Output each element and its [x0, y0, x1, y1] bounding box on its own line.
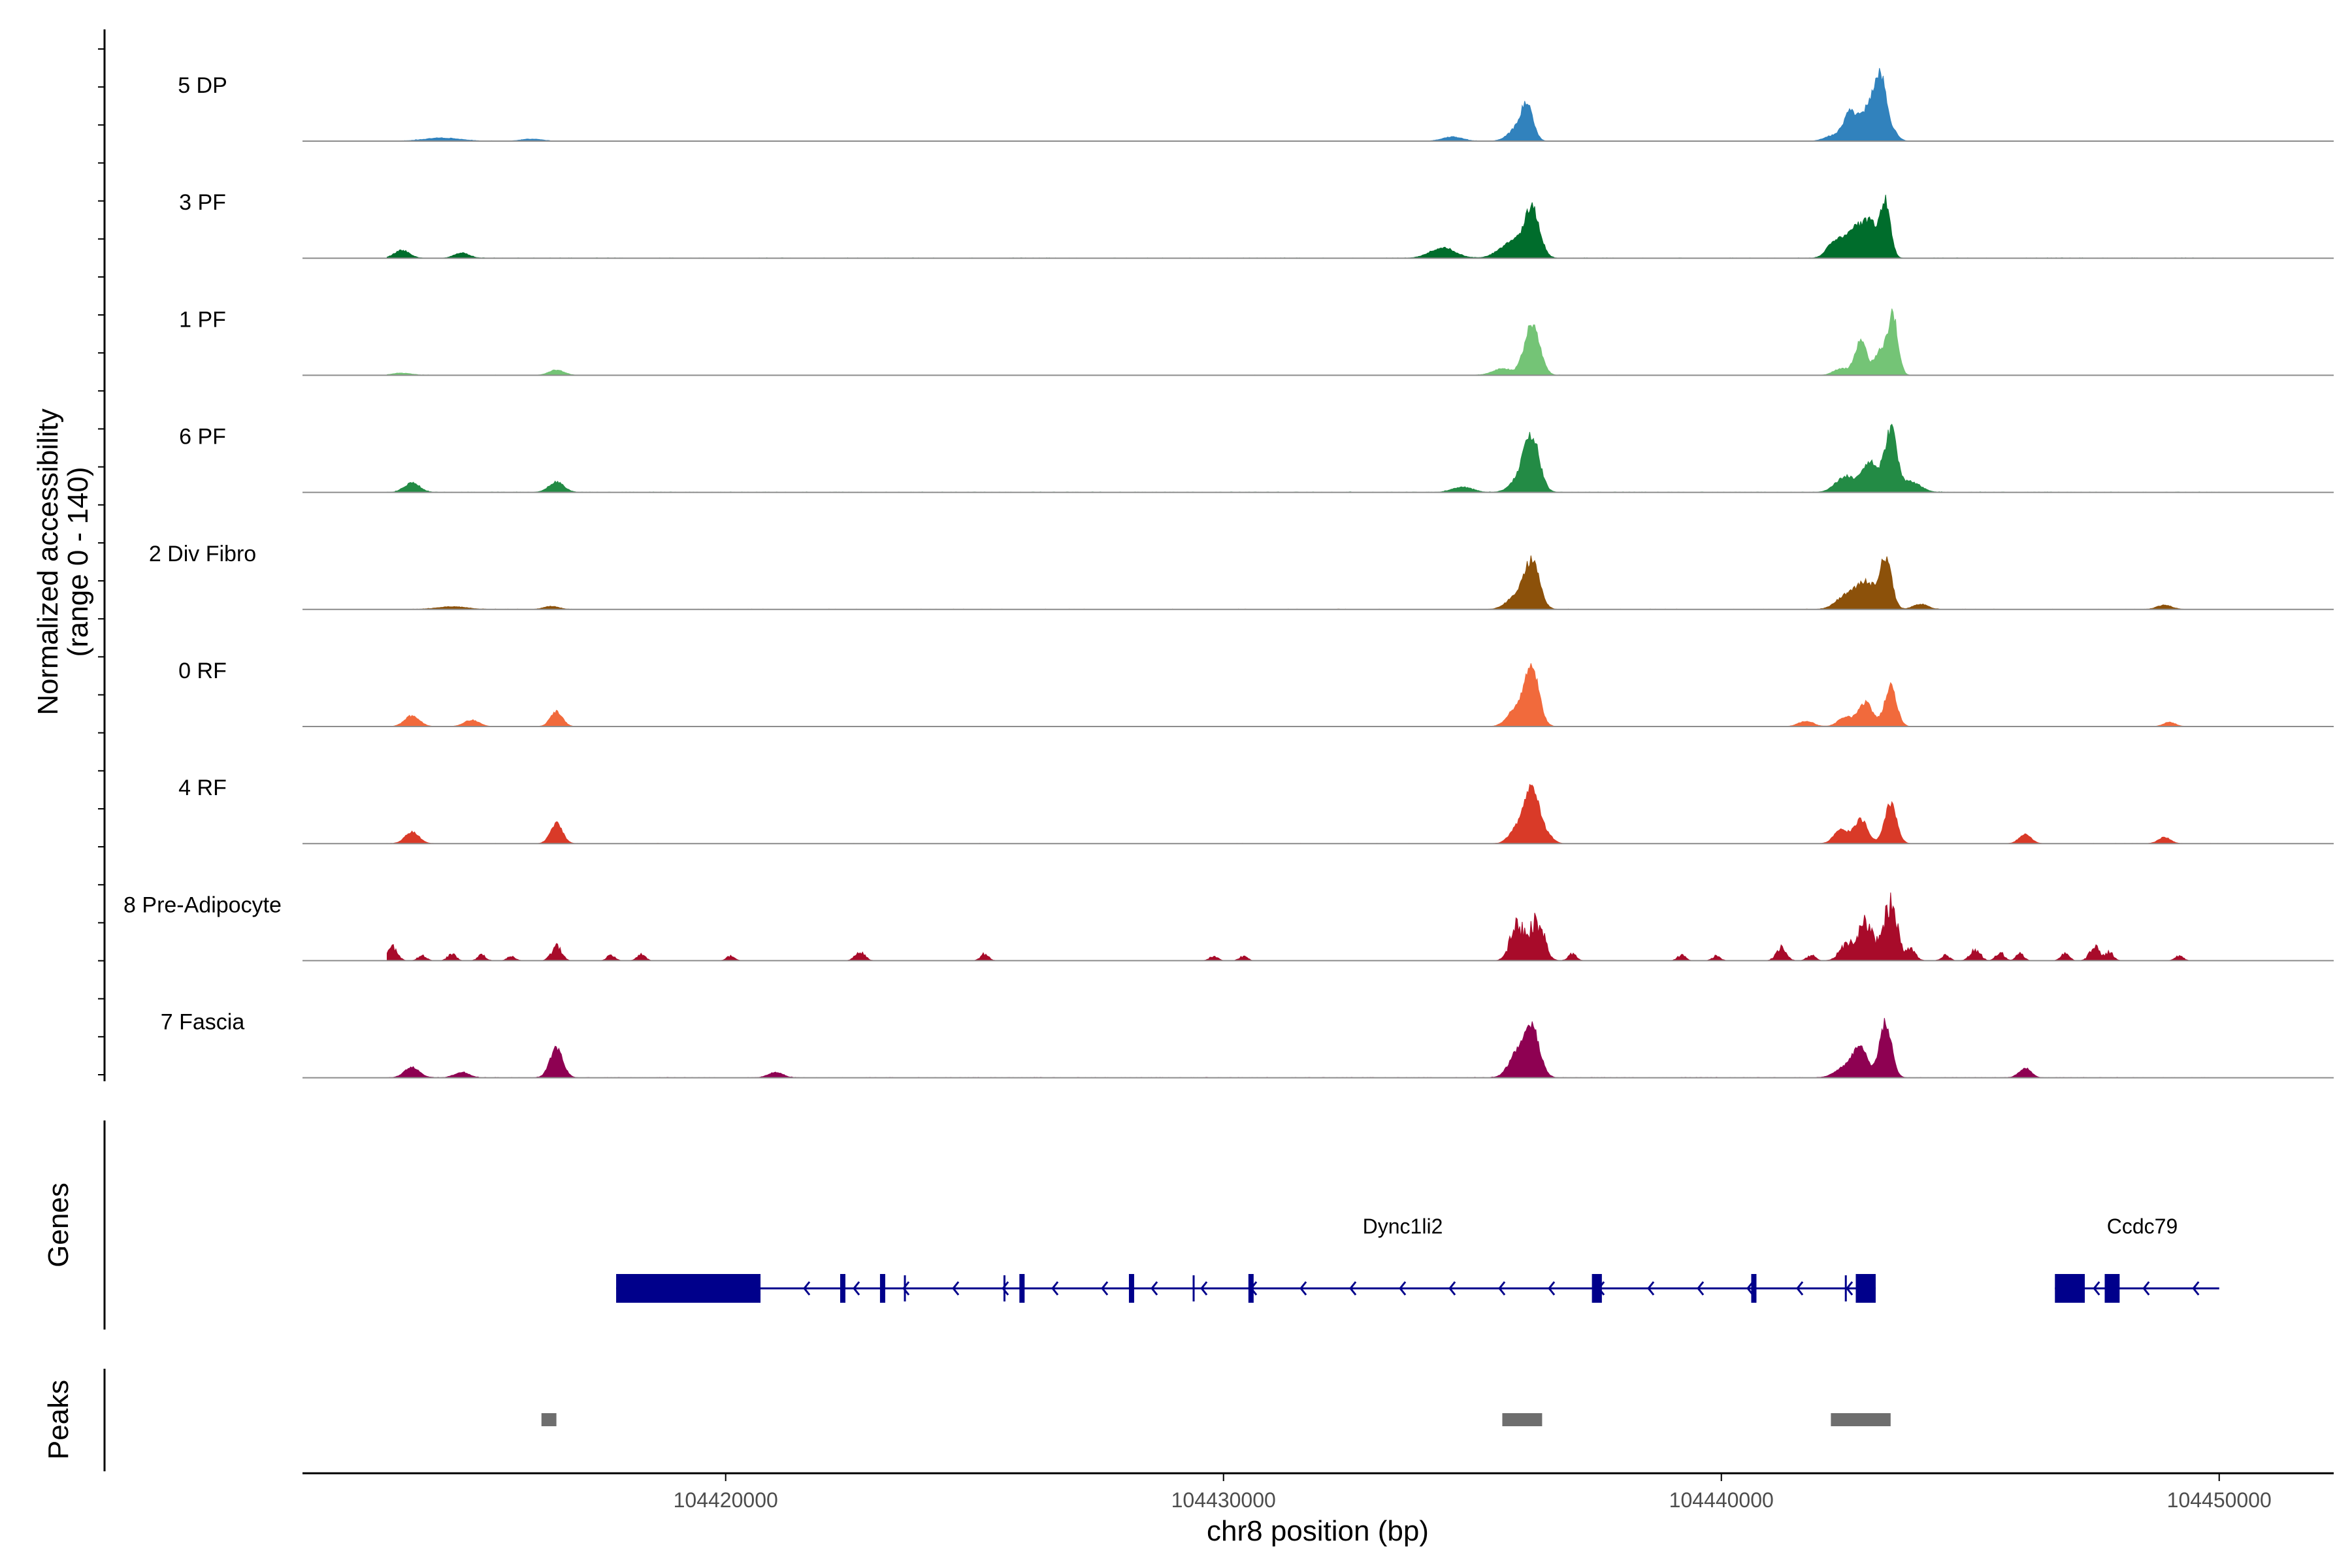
strand-arrow [853, 1281, 860, 1296]
peak-regions-track [541, 1413, 1891, 1426]
peak-region [1502, 1413, 1543, 1426]
strand-arrow [1498, 1281, 1506, 1296]
coverage-track: 3 PF [179, 190, 2334, 259]
peaks-panel-title: Peaks [42, 1380, 74, 1460]
strand-arrow [2192, 1281, 2200, 1296]
strand-arrow [1647, 1281, 1655, 1296]
strand-arrow [902, 1281, 910, 1296]
track-label: 5 DP [178, 73, 227, 98]
x-tick-label: 104440000 [1669, 1488, 1774, 1512]
strand-arrow [1746, 1281, 1754, 1296]
track-label: 7 Fascia [161, 1010, 245, 1035]
gene-exon [879, 1274, 885, 1303]
strand-arrow [2093, 1281, 2100, 1296]
gene-exon [840, 1274, 845, 1303]
coverage-track: 5 DP [178, 68, 2334, 142]
strand-arrow [1299, 1281, 1307, 1296]
track-label: 4 RF [178, 776, 227, 800]
gene-exon [2055, 1274, 2085, 1303]
y-axis-title: Normalized accessibility(range 0 - 140) [32, 408, 94, 715]
x-tick-label: 104420000 [674, 1488, 778, 1512]
coverage-tracks: 5 DP 3 PF 1 PF 6 PF 2 Div Fibro 0 RF 4 RF 8 Pre… [123, 68, 2334, 1079]
gene-exon [1592, 1274, 1602, 1303]
y-axis-title-line: (range 0 - 140) [62, 466, 94, 657]
strand-arrow [1200, 1281, 1208, 1296]
coverage-track: 1 PF [179, 307, 2334, 376]
gene-label: Dync1li2 [1363, 1215, 1443, 1238]
x-tick-label: 104430000 [1171, 1488, 1276, 1512]
gene-exon [1128, 1274, 1134, 1303]
gene-model: Dync1li2 [616, 1215, 1876, 1303]
gene-annotation-track: Dync1li2 Ccdc79 [616, 1215, 2219, 1303]
strand-arrow [1349, 1281, 1357, 1296]
genes-panel-title: Genes [42, 1183, 74, 1267]
strand-arrow [1101, 1281, 1109, 1296]
strand-arrow [1448, 1281, 1456, 1296]
y-axis-title-line: Normalized accessibility [32, 408, 64, 715]
track-label: 8 Pre-Adipocyte [123, 892, 282, 917]
strand-arrow [952, 1281, 960, 1296]
coverage-track: 7 Fascia [161, 1010, 2334, 1079]
peak-region [541, 1413, 557, 1426]
strand-arrow [1548, 1281, 1556, 1296]
strand-arrow [1697, 1281, 1705, 1296]
coverage-track: 2 Div Fibro [149, 542, 2334, 610]
coverage-track: 4 RF [178, 776, 2334, 845]
strand-arrow [1399, 1281, 1407, 1296]
strand-arrow [2142, 1281, 2150, 1296]
peak-region [1831, 1413, 1891, 1426]
gene-exon [1248, 1274, 1254, 1303]
coverage-track: 0 RF [178, 659, 2334, 727]
gene-exon [1751, 1274, 1757, 1303]
strand-arrow [803, 1281, 811, 1296]
x-tick-label: 104450000 [2167, 1488, 2272, 1512]
gene-exon [1855, 1274, 1876, 1303]
track-label: 0 RF [178, 659, 227, 683]
coverage-y-axis [98, 29, 106, 1081]
strand-arrow [1846, 1281, 1854, 1296]
strand-arrow [1151, 1281, 1158, 1296]
coverage-track: 8 Pre-Adipocyte [123, 892, 2334, 962]
gene-exon [616, 1274, 761, 1303]
gene-model: Ccdc79 [2055, 1215, 2219, 1303]
x-axis-title: chr8 position (bp) [1207, 1515, 1429, 1547]
gene-exon [2104, 1274, 2120, 1303]
track-label: 2 Div Fibro [149, 542, 256, 566]
gene-label: Ccdc79 [2107, 1215, 2178, 1238]
track-label: 6 PF [179, 425, 226, 449]
strand-arrow [1796, 1281, 1804, 1296]
coverage-track: 6 PF [179, 423, 2334, 493]
x-axis-ticks: 104420000 104430000 104440000 104450000 [674, 1473, 2272, 1512]
gene-exon [1019, 1274, 1025, 1303]
strand-arrow [1051, 1281, 1059, 1296]
track-label: 1 PF [179, 307, 226, 332]
strand-arrow [1002, 1281, 1009, 1296]
track-label: 3 PF [179, 190, 226, 215]
